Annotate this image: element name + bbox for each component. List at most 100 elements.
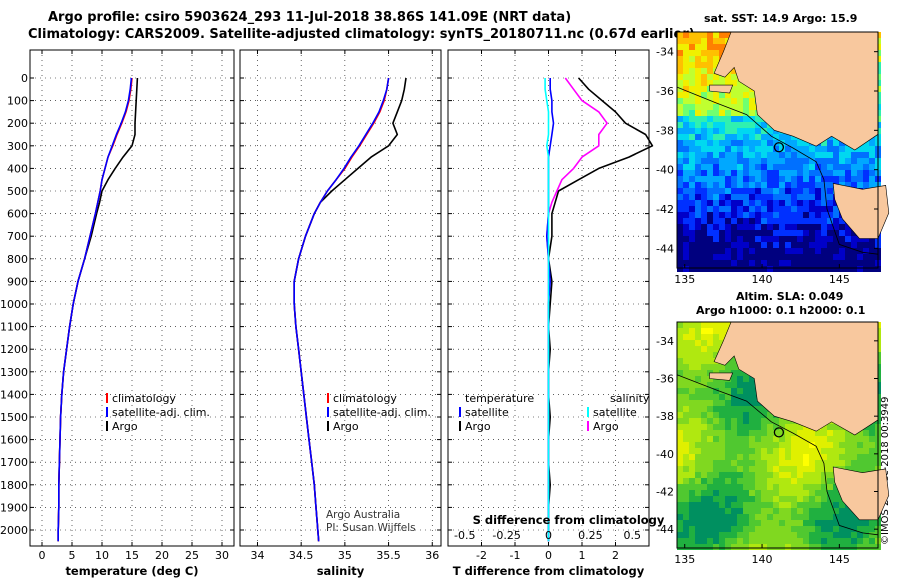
map-cell [791,158,797,164]
map-cell [803,182,809,188]
map-cell [815,176,821,182]
map-cell [809,200,815,206]
map-cell [821,508,827,514]
argo-profile-line [293,77,407,542]
map-cell [683,254,689,260]
map-cell [743,382,749,388]
map-cell [791,164,797,170]
map-cell [725,146,731,152]
x-tick-label: -2 [476,549,487,562]
map-cell [785,508,791,514]
map-cell [707,382,713,388]
map-cell [731,236,737,242]
map-cell [815,532,821,538]
map-cell [683,466,689,472]
map-cell [749,212,755,218]
map-cell [755,206,761,212]
map-cell [701,170,707,176]
panel-frame [29,49,235,547]
map-cell [803,478,809,484]
map-cell [701,68,707,74]
map-cell [677,212,683,218]
map-cell [869,448,875,454]
map-cell [785,152,791,158]
map-cell [719,514,725,520]
map-cell [797,430,803,436]
map-cell [869,170,875,176]
map-cell [767,508,773,514]
map-cell [821,436,827,442]
map-cell [833,508,839,514]
map-cell [719,140,725,146]
map-cell [743,128,749,134]
map-cell [779,442,785,448]
map-cell [707,152,713,158]
map-cell [815,430,821,436]
map-cell [677,164,683,170]
map-cell [863,430,869,436]
map-cell [827,164,833,170]
map-cell [779,188,785,194]
map-cell [683,388,689,394]
map-cell [863,538,869,544]
map-cell [677,242,683,248]
map-cell [815,478,821,484]
map-cell [755,490,761,496]
map-cell [683,430,689,436]
map-cell [725,242,731,248]
map-cell [731,388,737,394]
map-cell [725,382,731,388]
map-cell [677,146,683,152]
map-cell [689,242,695,248]
map-cell [773,206,779,212]
map-cell [707,74,713,80]
legend-1-1-label: satellite-adj. clim. [112,406,210,419]
map-cell [695,508,701,514]
map-cell [785,532,791,538]
map-cell [869,248,875,254]
map-cell [797,460,803,466]
map-cell [821,182,827,188]
legend-2-1-label: satellite-adj. clim. [333,406,431,419]
map-cell [773,466,779,472]
legend-temperature-header: temperature [465,392,534,405]
map-cell [701,44,707,50]
map-cell [791,544,797,550]
map-cell [833,152,839,158]
map-cell [749,218,755,224]
map-cell [869,164,875,170]
map-cell [785,418,791,424]
map-cell [851,514,857,520]
s-tick-label: 0 [545,529,552,542]
map-cell [827,538,833,544]
map-cell [791,448,797,454]
map-cell [839,502,845,508]
map-cell [677,152,683,158]
map-cell [827,230,833,236]
map-cell [767,448,773,454]
map-cell [725,436,731,442]
map-cell [713,424,719,430]
map-cell [773,478,779,484]
map-cell [815,164,821,170]
map-cell [761,266,767,272]
map-cell [767,128,773,134]
map-cell [683,206,689,212]
map-cell [695,382,701,388]
map-cell [725,400,731,406]
y-tick-label: 600 [7,208,28,221]
annotation-line1: Argo Australia [326,509,400,521]
map-cell [827,448,833,454]
map-cell [809,430,815,436]
map-cell [731,526,737,532]
map-cell [713,490,719,496]
map-cell [785,170,791,176]
y-tick-label: 2000 [0,524,28,537]
map-cell [683,86,689,92]
map-cell [737,176,743,182]
map-cell [695,502,701,508]
map-cell [689,544,695,550]
map-cell [815,508,821,514]
map-cell [785,442,791,448]
map-cell [743,158,749,164]
